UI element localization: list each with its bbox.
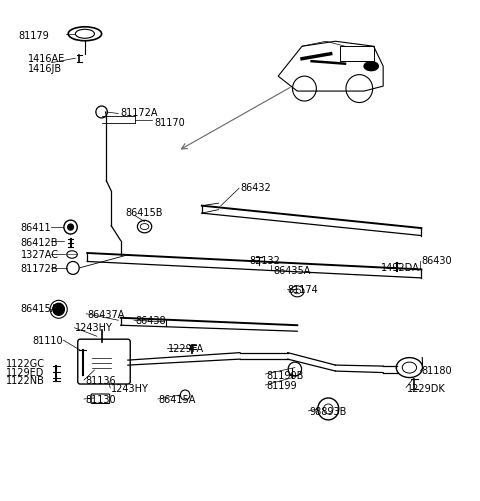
Text: 1243HY: 1243HY [111,384,149,394]
Text: 1229FA: 1229FA [168,344,204,354]
Text: 1416AE: 1416AE [28,54,65,64]
Circle shape [68,224,73,230]
Text: 86411: 86411 [21,223,51,233]
Text: 1129ED: 1129ED [6,368,45,378]
Text: 81136: 81136 [85,376,116,386]
Text: 1122GC: 1122GC [6,359,45,369]
Text: 81199: 81199 [266,381,297,391]
Text: 1416JB: 1416JB [28,64,62,74]
Text: 86415A: 86415A [21,304,58,314]
Text: 86415A: 86415A [159,395,196,405]
Text: 81130: 81130 [85,395,116,405]
Text: 81179: 81179 [18,31,49,41]
Text: 86435A: 86435A [274,267,311,277]
Text: 81110: 81110 [33,336,63,346]
Ellipse shape [364,62,378,71]
Text: 81172A: 81172A [120,109,158,119]
Text: 81174: 81174 [288,286,318,296]
Text: 1229DK: 1229DK [407,384,446,394]
Text: 1243HY: 1243HY [75,323,113,333]
Text: 98893B: 98893B [309,407,347,417]
Text: 1122NB: 1122NB [6,376,45,386]
Text: 86432: 86432 [240,183,271,193]
Text: 1327AC: 1327AC [21,250,59,261]
Text: 86438: 86438 [135,316,166,326]
Text: 86415B: 86415B [125,208,163,218]
Text: 81170: 81170 [154,118,185,128]
Text: 86430: 86430 [421,257,452,267]
Text: 86412B: 86412B [21,238,58,248]
Circle shape [53,303,64,315]
Text: 81180: 81180 [421,366,452,376]
Text: 86437A: 86437A [87,310,125,320]
Text: 81172B: 81172B [21,265,58,275]
Text: 82132: 82132 [250,257,280,267]
Text: 81190B: 81190B [266,371,304,381]
Text: 1492DA: 1492DA [381,263,420,273]
